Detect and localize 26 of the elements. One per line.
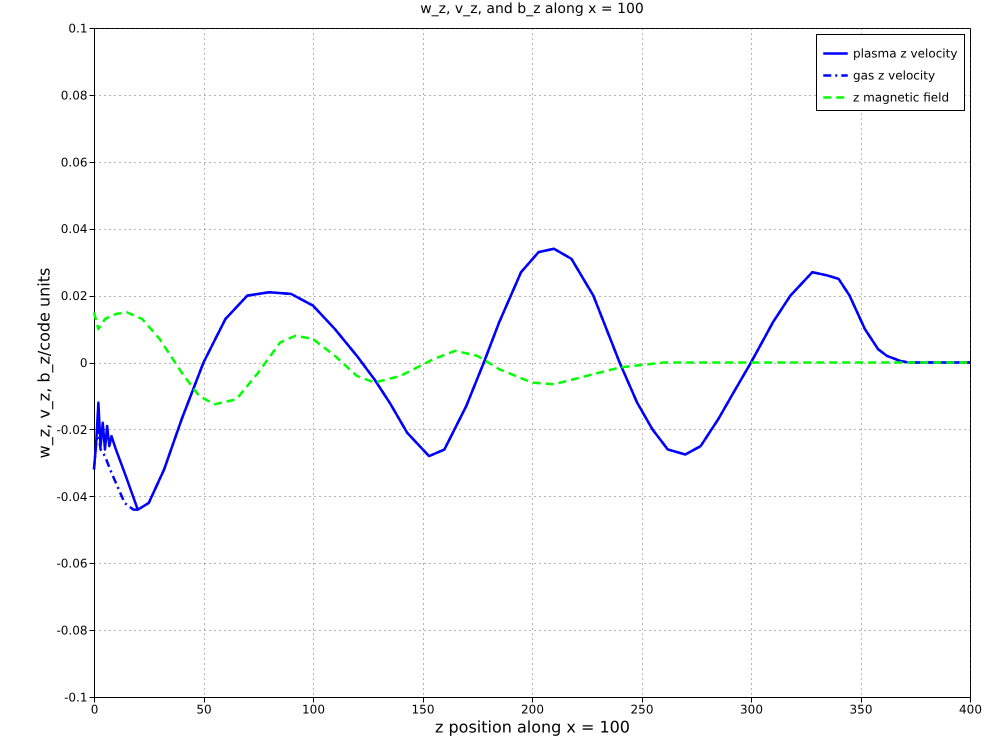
chart-title: w_z, v_z, and b_z along x = 100 xyxy=(420,1,644,17)
y-axis-title: w_z, v_z, b_z/code units xyxy=(34,268,54,458)
y-tick-label: 0.04 xyxy=(60,222,88,236)
x-tick-label: 100 xyxy=(302,702,325,716)
x-tick-label: 200 xyxy=(521,702,544,716)
x-axis-title: z position along x = 100 xyxy=(435,718,630,736)
x-tick-label: 300 xyxy=(740,702,763,716)
y-tick-label: -0.04 xyxy=(56,490,88,504)
y-tick-label: 0 xyxy=(80,356,88,370)
x-tick-label: 50 xyxy=(196,702,212,716)
y-tick-label: -0.02 xyxy=(56,422,88,437)
y-tick-label: -0.06 xyxy=(56,556,88,571)
y-tick-label: 0.1 xyxy=(68,22,88,36)
y-tick-label: 0.06 xyxy=(60,155,88,170)
x-tick-label: 0 xyxy=(90,702,98,716)
legend-label: gas z velocity xyxy=(853,68,936,82)
y-tick-label: 0.02 xyxy=(60,289,88,304)
legend-label: plasma z velocity xyxy=(853,46,958,60)
y-tick-label: -0.08 xyxy=(56,624,88,638)
y-tick-label: -0.1 xyxy=(64,690,88,704)
x-tick-label: 350 xyxy=(850,702,872,716)
x-tick-label: 400 xyxy=(959,702,982,716)
y-tick-label: 0.08 xyxy=(60,88,88,102)
x-tick-label: 150 xyxy=(412,702,434,716)
legend-label: z magnetic field xyxy=(853,90,950,104)
x-tick-label: 250 xyxy=(630,702,654,716)
